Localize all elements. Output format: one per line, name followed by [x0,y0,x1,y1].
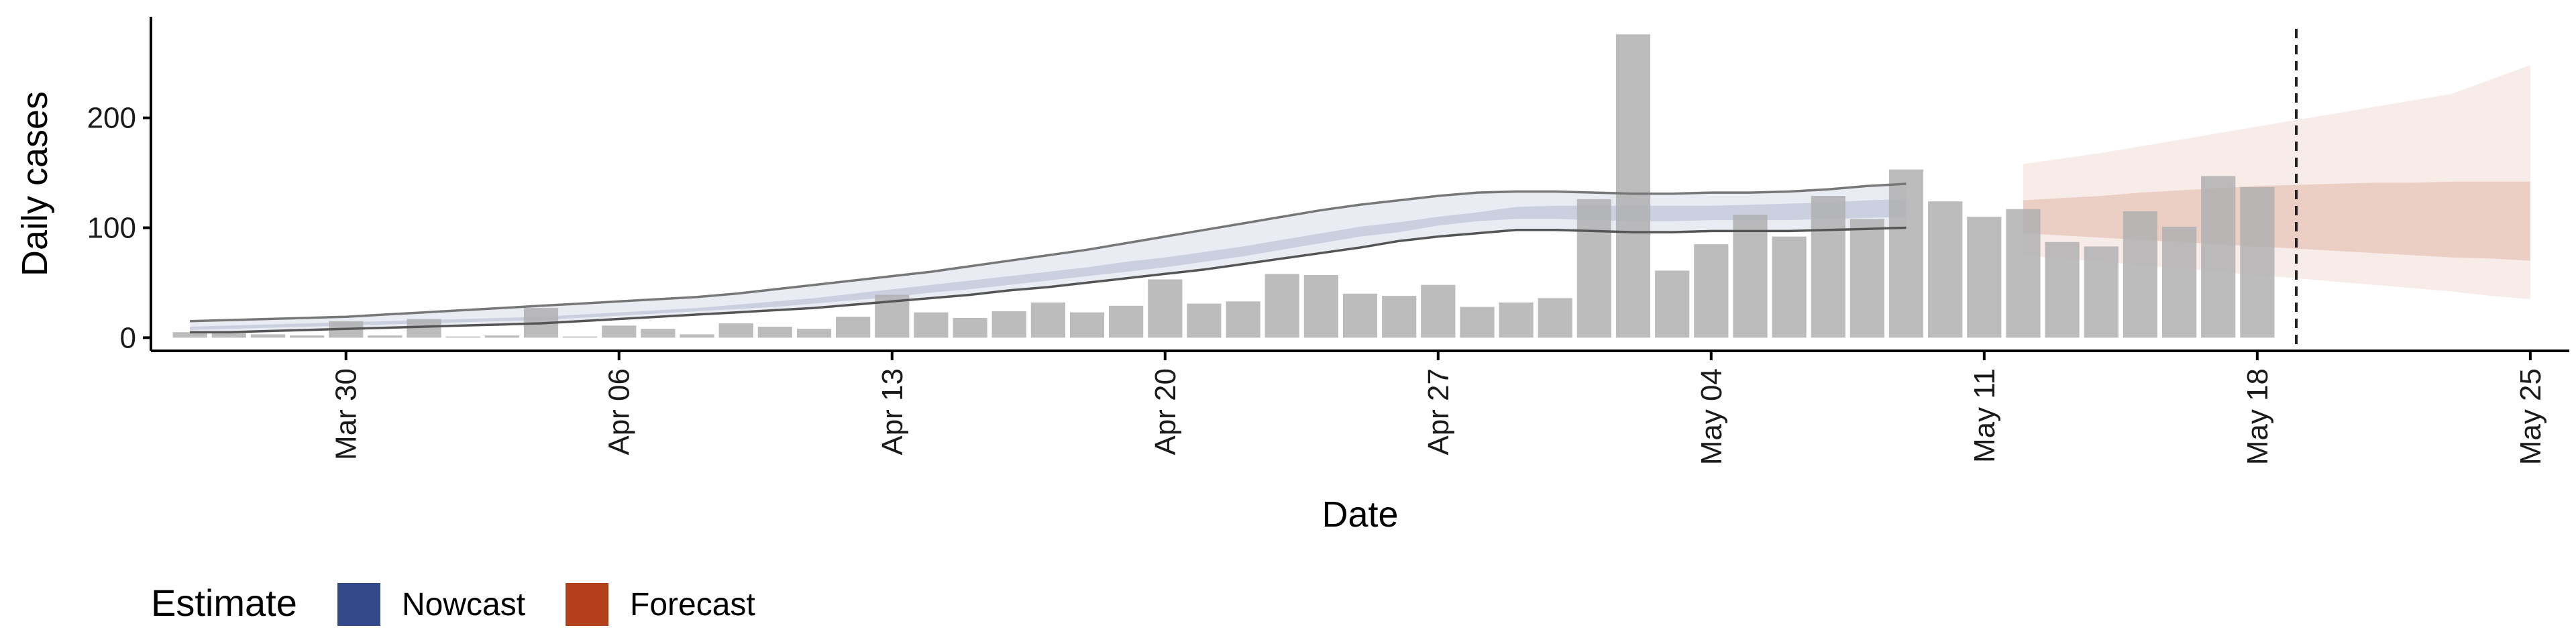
x-tick-label: Apr 06 [603,368,636,455]
bar [1967,217,2002,338]
bar [2162,226,2197,338]
bar [914,312,949,338]
bar [1460,307,1495,338]
bar [757,327,792,338]
bar [484,335,519,338]
y-tick-label: 200 [87,102,136,135]
legend-swatch-forecast [566,583,608,626]
bar [211,333,246,338]
bar [1187,303,1222,338]
bar [953,317,987,338]
x-ticks: Mar 30 Apr 06 Apr 13 Apr 20 Apr 27 May 04 May … [330,351,2547,465]
estimate-lines [190,182,1907,333]
bar [1576,199,1611,338]
x-tick-label: Apr 13 [876,368,909,455]
bar [836,317,871,338]
forecast-band-50 [2023,181,2530,261]
legend-label-nowcast: Nowcast [402,587,525,623]
bar [1109,305,1144,338]
bar [1303,275,1338,338]
bar [1148,279,1183,338]
bar [1888,169,1924,338]
bar [1928,201,1963,338]
x-tick-label: May 25 [2514,368,2547,465]
bar [602,325,637,338]
x-tick-label: May 04 [1695,368,1728,465]
bar [2006,209,2041,338]
x-tick-label: May 18 [2241,368,2274,465]
bar [1499,302,1534,338]
bar [796,329,832,338]
bar [2084,246,2118,338]
y-ticks: 0 100 200 [87,102,151,354]
legend-title: Estimate [151,582,297,624]
bar [1382,296,1417,338]
nowcast-band-50 [190,199,1907,330]
bar [172,332,207,338]
bar [718,323,753,338]
bar [1615,34,1651,338]
bars-layer [172,34,2275,338]
bar [991,311,1026,338]
bar [1342,293,1378,338]
bar [1655,270,1690,338]
bar [1733,214,1768,338]
bar [680,334,714,338]
bar [445,336,480,338]
bar [1849,219,1884,338]
bar [1538,298,1572,338]
bar [2123,211,2157,338]
bar [368,335,402,338]
bar [2045,241,2080,338]
bar [1265,274,1299,338]
legend-label-forecast: Forecast [630,587,755,623]
bar [1811,196,1845,338]
bar [563,336,598,338]
bar [1421,284,1456,338]
bar [407,319,441,338]
x-axis-title: Date [1322,494,1398,535]
bar [1030,302,1065,338]
bar [1694,244,1729,338]
y-tick-label: 0 [120,321,136,354]
x-tick-label: Mar 30 [330,368,363,460]
legend: Estimate Nowcast Forecast [151,582,755,626]
bar [641,329,676,338]
bar [1069,312,1105,338]
axes [150,17,2569,352]
y-tick-label: 100 [87,212,136,245]
bar [2240,186,2275,338]
x-tick-label: Apr 27 [1422,368,1455,455]
bar [290,335,325,338]
legend-swatch-nowcast [337,583,380,626]
nowcast-lower-line [190,226,1907,333]
bar [2201,176,2236,338]
nowcast-band-90 [190,184,1907,333]
nowcast-upper-line [190,182,1907,323]
bar [250,334,286,338]
x-tick-label: Apr 20 [1149,368,1182,455]
y-axis-title: Daily cases [15,91,55,276]
bar [1226,301,1260,338]
bar [1772,236,1807,338]
x-tick-label: May 11 [1968,368,2001,463]
